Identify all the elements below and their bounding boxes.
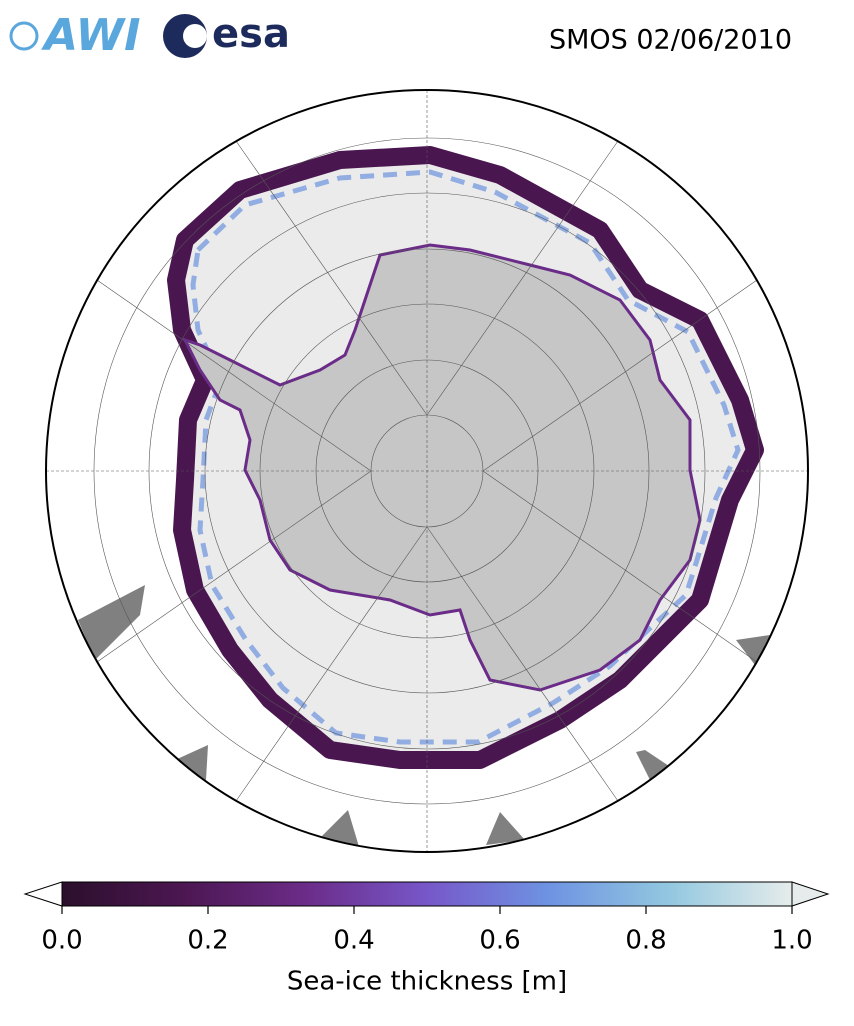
esa-logo: esa [163, 11, 290, 58]
colorbar-bar [61, 881, 793, 907]
map-title: SMOS 02/06/2010 [549, 25, 792, 56]
colorbar-over [791, 881, 830, 907]
colorbar-tick-label: 0.2 [187, 926, 228, 956]
colorbar-tick-label: 1.0 [771, 926, 812, 956]
colorbar-under [23, 881, 63, 907]
awi-icon [9, 21, 39, 51]
awi-text: AWI [41, 10, 141, 61]
colorbar-tick-label: 0.4 [333, 926, 374, 956]
colorbar: 0.0 0.2 0.4 0.6 0.8 1.0 [23, 881, 830, 956]
colorbar-tick-label: 0.8 [625, 926, 666, 956]
meridians [46, 90, 808, 852]
esa-icon-inner [183, 24, 207, 48]
map [46, 90, 808, 852]
colorbar-tick-label: 0.0 [41, 926, 82, 956]
colorbar-tick-label: 0.6 [479, 926, 520, 956]
colorbar-label: Sea-ice thickness [m] [287, 967, 567, 997]
map-boundary [45, 89, 809, 853]
awi-logo: AWI [9, 10, 141, 61]
esa-text: esa [212, 11, 290, 57]
antarctica [182, 243, 702, 692]
meridians-30 [96, 140, 758, 802]
